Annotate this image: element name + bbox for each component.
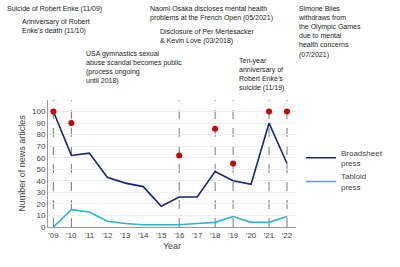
svg-text:Tabloidpress: Tabloidpress: [341, 172, 366, 191]
svg-text:30: 30: [36, 188, 45, 197]
svg-text:'20: '20: [246, 231, 257, 240]
svg-text:80: 80: [36, 130, 45, 139]
svg-text:'13: '13: [120, 231, 131, 240]
svg-text:70: 70: [36, 142, 45, 151]
svg-text:90: 90: [36, 119, 45, 128]
svg-text:'16: '16: [174, 231, 185, 240]
svg-text:Broadsheetpress: Broadsheetpress: [341, 149, 383, 168]
svg-text:'12: '12: [102, 231, 113, 240]
svg-text:'09: '09: [48, 231, 59, 240]
svg-text:Anniversary of RobertEnke’s de: Anniversary of RobertEnke’s death (11/10…: [22, 18, 90, 35]
svg-text:0: 0: [41, 223, 46, 232]
svg-text:Naomi Osaka discloses mental h: Naomi Osaka discloses mental healthprobl…: [150, 5, 273, 22]
svg-text:'17: '17: [192, 231, 203, 240]
svg-text:'19: '19: [228, 231, 239, 240]
svg-text:Disclosure of Per Mertesacker&: Disclosure of Per Mertesacker& Kevin Lov…: [160, 28, 254, 45]
svg-text:Year: Year: [163, 241, 181, 251]
svg-text:Suicide of Robert Enke (11/09): Suicide of Robert Enke (11/09): [7, 5, 102, 13]
svg-text:60: 60: [36, 154, 45, 163]
svg-text:50: 50: [36, 165, 45, 174]
svg-text:40: 40: [36, 177, 45, 186]
svg-text:'21: '21: [264, 231, 275, 240]
svg-text:10: 10: [36, 211, 45, 220]
svg-text:'15: '15: [156, 231, 167, 240]
svg-text:Simone Bileswithdraws fromthe: Simone Bileswithdraws fromthe Olympic Ga…: [298, 5, 361, 59]
svg-text:'10: '10: [66, 231, 77, 240]
svg-text:'18: '18: [210, 231, 221, 240]
svg-text:100: 100: [32, 107, 46, 116]
svg-text:'22: '22: [282, 231, 293, 240]
svg-text:Number of news articles: Number of news articles: [17, 115, 27, 212]
svg-text:'11: '11: [84, 231, 94, 240]
svg-text:USA gymnastics sexualabuse sca: USA gymnastics sexualabuse scandal becom…: [86, 50, 182, 85]
svg-text:'14: '14: [138, 231, 149, 240]
svg-text:20: 20: [36, 200, 45, 209]
svg-text:Ten-yearanniversary ofRobert E: Ten-yearanniversary ofRobert Enke’ssuici…: [239, 57, 284, 92]
